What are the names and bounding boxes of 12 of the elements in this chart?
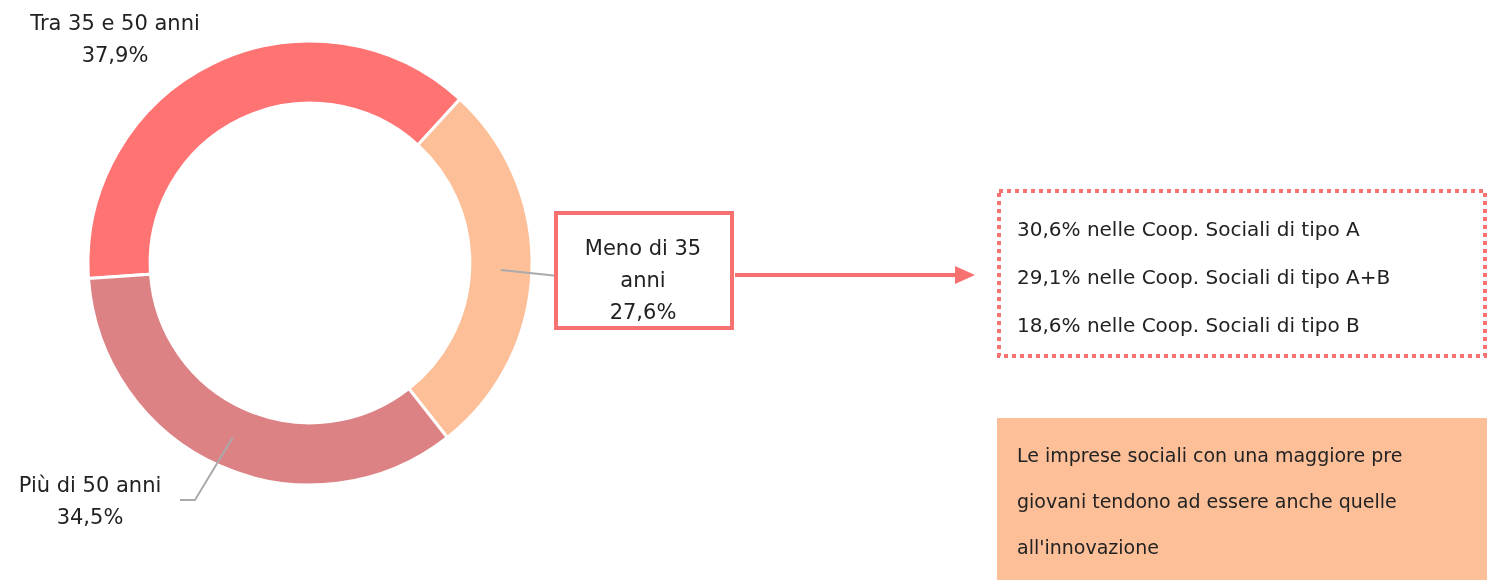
slice-label: Tra 35 e 50 anni	[29, 11, 200, 35]
text: all'innovazione	[1017, 536, 1159, 558]
text: 29,1% nelle Coop. Sociali di tipo A+B	[1017, 265, 1391, 289]
text: 18,6% nelle Coop. Sociali di tipo B	[1017, 313, 1360, 337]
text: giovani tendono ad essere anche quelle	[1017, 490, 1397, 512]
slice-label: Più di 50 anni	[18, 473, 162, 497]
data-label: 37,9%	[81, 43, 149, 67]
data-label: 27,6%	[609, 300, 677, 324]
text: 30,6% nelle Coop. Sociali di tipo A	[1017, 217, 1360, 241]
slice-label: Meno di 35 anni	[584, 236, 702, 292]
text: Le imprese sociali con una maggiore pre	[1017, 444, 1403, 466]
data-label: 34,5%	[56, 505, 124, 529]
